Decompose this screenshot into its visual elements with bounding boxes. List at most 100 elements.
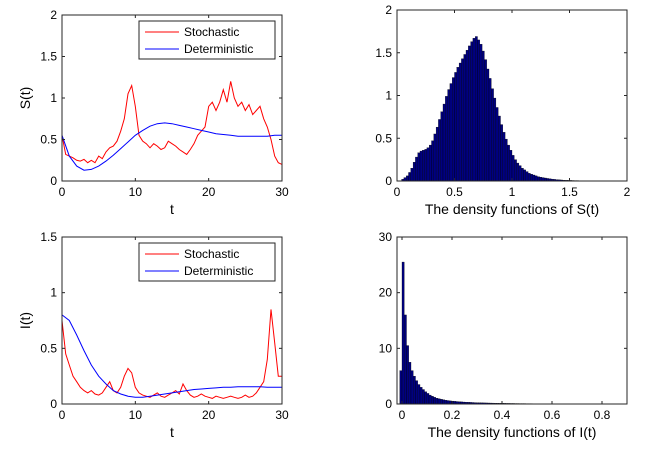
x-axis-label: The density functions of I(t) [428,424,597,440]
histogram-bar [458,62,462,182]
y-tick-label: 0.5 [375,131,392,145]
legend-box [138,20,276,60]
histogram-bar [527,173,531,182]
y-tick-label: 0 [385,174,392,188]
x-tick-label: 0.2 [444,408,461,422]
x-tick-label: 0.4 [494,408,511,422]
histogram-bar [488,78,492,182]
histogram-bar [410,370,414,405]
histogram-bar [442,399,445,405]
legend: Stochastic Deterministic [138,20,276,60]
y-tick-label: 0 [385,397,392,411]
x-tick-label: 0 [59,408,66,422]
histogram-bar [475,36,478,182]
x-tick-label: 30 [275,408,289,422]
histogram-bar [422,150,425,182]
y-tick-label: 10 [379,341,393,355]
histogram-bar [403,177,407,182]
x-tick-label: 0 [399,408,406,422]
legend-box [138,242,276,282]
histogram-bar [410,168,414,182]
chart-4: 0 0.2 0.4 0.6 0.8 0 10 20 30 The density function… [379,230,628,440]
histogram-bar [486,68,490,182]
y-axis-label: I(t) [17,312,33,329]
histogram-bar [442,103,446,182]
histogram-bar [481,50,485,182]
histogram-bar [534,175,538,182]
histogram-bar [500,124,503,182]
histogram-bar [399,370,403,405]
y-tick-label: 30 [379,230,393,244]
histogram-bar [401,261,405,405]
histogram-bar [444,400,448,405]
series-line-stochastic [61,309,282,399]
histogram-bar [498,115,501,182]
histogram-bar [509,150,513,182]
histogram-bar [447,89,451,182]
legend-label: Stochastic [184,247,239,261]
histogram-bar [406,345,409,405]
x-tick-label: 0 [394,185,401,199]
histogram-bar [516,162,520,182]
histogram-bar [440,111,444,182]
histogram-bar [431,396,434,405]
histogram-bar [424,391,427,405]
histogram-bar [456,67,460,182]
histogram-bar [419,150,423,182]
histogram-bar [426,147,430,182]
histogram-bar [422,389,425,405]
series-line-deterministic [61,314,282,398]
histogram-bar [465,50,469,182]
y-tick-label: 1 [385,89,392,103]
chart-1: 0 10 20 30 0 0.5 1 1.5 2 t S(t) Stochastic Determini… [17,8,289,217]
chart-3: 0 10 20 30 0 0.5 1 1.5 t I(t) Stochastic Determinis… [17,230,289,440]
histogram-bar [412,162,416,182]
histogram-bar [530,174,533,182]
y-tick-label: 0.5 [40,133,57,147]
histogram-bar [479,44,483,182]
histogram-bar [433,397,436,405]
legend-label: Stochastic [184,25,239,39]
histogram-bar [408,172,411,182]
histogram-bar [521,168,524,182]
histogram-bar [428,394,432,405]
histogram-bar [415,156,418,182]
histogram-bar [415,380,418,405]
y-tick-label: 20 [379,286,393,300]
x-tick-label: 0.6 [544,408,561,422]
histogram-bar [404,314,407,405]
histogram-bar [426,393,430,405]
histogram-bar [511,155,515,182]
x-tick-label: 0.5 [446,185,463,199]
histogram-bar [429,144,432,182]
chart-2: 0 0.5 1 1.5 2 0 0.5 1 1.5 2 The density functions … [375,3,630,217]
histogram-bar [491,88,494,182]
histogram-bar [417,384,421,405]
y-tick-label: 1.5 [375,46,392,60]
legend-label: Deterministic [184,264,253,278]
histogram-bar [507,144,510,182]
histogram-bar [541,177,545,182]
histogram-bar [437,398,441,405]
histogram-bar [502,132,506,182]
histogram-bar [408,362,412,405]
histogram-bar [477,39,480,182]
x-tick-label: 20 [202,408,216,422]
histogram-bar [431,140,434,182]
histogram-bar [435,397,439,405]
x-tick-label: 30 [275,185,289,199]
histogram-bar [446,400,450,405]
histogram-bar [484,59,487,182]
histogram-bar [504,138,508,182]
histogram-bar [495,107,499,182]
histogram-bar [433,133,437,182]
y-tick-label: 2 [50,8,57,22]
y-tick-label: 0 [50,397,57,411]
y-axis-label: S(t) [17,87,33,110]
x-tick-label: 0 [59,185,66,199]
histogram-bar [406,175,409,182]
histogram-bar [452,77,455,182]
histogram-bar [461,58,464,182]
x-axis-label: t [170,201,174,217]
histogram-bar [470,41,474,182]
